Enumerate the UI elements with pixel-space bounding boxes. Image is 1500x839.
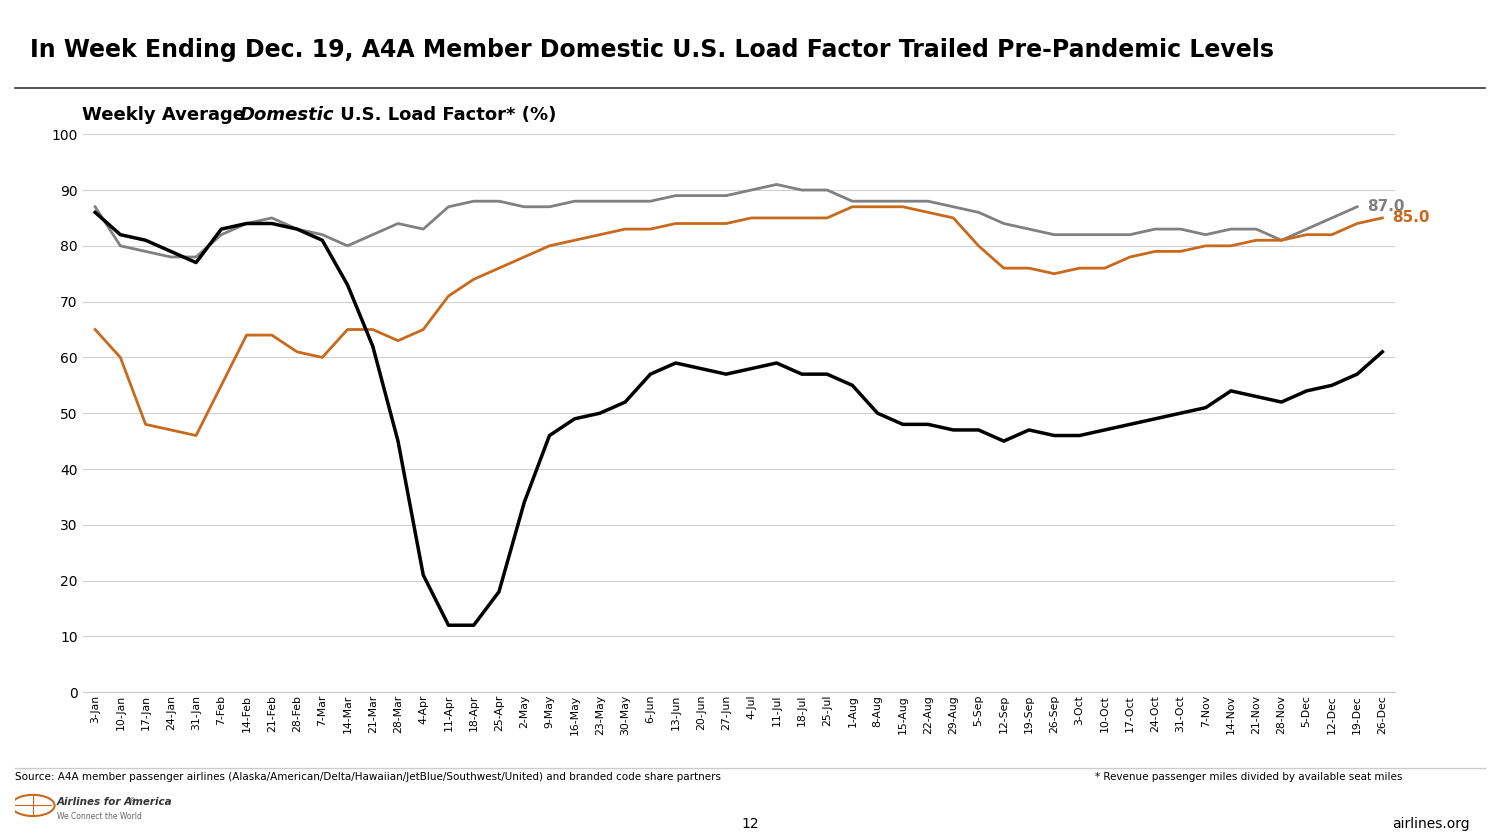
Text: airlines.org: airlines.org [1392, 816, 1470, 831]
Text: 87.0: 87.0 [1366, 200, 1404, 214]
Text: Source: A4A member passenger airlines (Alaska/American/Delta/Hawaiian/JetBlue/So: Source: A4A member passenger airlines (A… [15, 772, 722, 782]
Text: We Connect the World: We Connect the World [57, 812, 142, 821]
Text: * Revenue passenger miles divided by available seat miles: * Revenue passenger miles divided by ava… [1095, 772, 1402, 782]
Text: 12: 12 [741, 816, 759, 831]
Text: In Week Ending Dec. 19, A4A Member Domestic U.S. Load Factor Trailed Pre-Pandemi: In Week Ending Dec. 19, A4A Member Domes… [30, 38, 1274, 62]
Text: Weekly Average: Weekly Average [82, 107, 252, 124]
Text: Airlines for America: Airlines for America [57, 797, 172, 806]
Text: Domestic: Domestic [240, 107, 334, 124]
Text: ®: ® [129, 799, 136, 805]
Text: U.S. Load Factor* (%): U.S. Load Factor* (%) [334, 107, 556, 124]
Text: 85.0: 85.0 [1392, 211, 1429, 226]
